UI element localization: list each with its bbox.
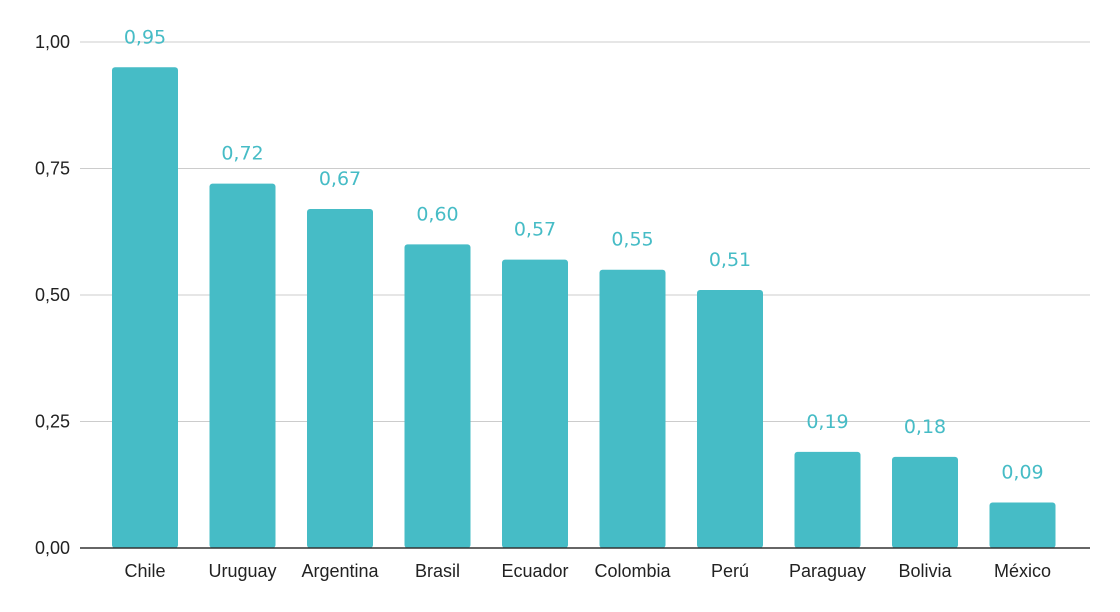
- y-tick-label: 0,25: [35, 412, 70, 432]
- data-label: 0,60: [416, 203, 458, 225]
- data-label: 0,19: [806, 411, 848, 433]
- data-label: 0,72: [221, 143, 263, 165]
- bar: [112, 67, 178, 549]
- y-tick-label: 1,00: [35, 32, 70, 52]
- x-tick-label: Brasil: [415, 561, 460, 581]
- data-label: 0,95: [124, 26, 166, 48]
- bar: [209, 183, 276, 548]
- bar: [502, 259, 568, 548]
- x-tick-label: Uruguay: [208, 561, 276, 581]
- x-tick-label: Colombia: [594, 561, 671, 581]
- data-label: 0,55: [611, 229, 653, 251]
- x-tick-label: México: [994, 561, 1051, 581]
- y-tick-label: 0,50: [35, 285, 70, 305]
- x-tick-label: Argentina: [301, 561, 379, 581]
- x-axis-categories: Chile Uruguay Argentina Brasil Ecuador Colomb…: [124, 561, 1051, 581]
- y-tick-label: 0,75: [35, 159, 70, 179]
- bar: [307, 208, 373, 549]
- data-label: 0,67: [319, 168, 361, 190]
- bar: [599, 269, 666, 548]
- y-axis-ticks: 0,00 0,25 0,50 0,75 1,00: [35, 32, 70, 558]
- x-tick-label: Bolivia: [898, 561, 952, 581]
- bar: [794, 451, 861, 548]
- data-label: 0,09: [1001, 461, 1043, 483]
- x-tick-label: Paraguay: [789, 561, 866, 581]
- x-tick-label: Ecuador: [501, 561, 568, 581]
- bars: [112, 67, 1056, 549]
- y-tick-label: 0,00: [35, 538, 70, 558]
- data-label: 0,18: [904, 416, 946, 438]
- data-label: 0,51: [709, 249, 751, 271]
- bar: [989, 502, 1056, 548]
- bar: [697, 289, 763, 548]
- bar: [892, 456, 958, 548]
- x-tick-label: Chile: [124, 561, 165, 581]
- bar: [404, 244, 471, 548]
- x-tick-label: Perú: [711, 561, 749, 581]
- data-labels: 0,95 0,72 0,67 0,60 0,57 0,55 0,51 0,19 0,18 0,09: [124, 26, 1044, 483]
- data-label: 0,57: [514, 219, 556, 241]
